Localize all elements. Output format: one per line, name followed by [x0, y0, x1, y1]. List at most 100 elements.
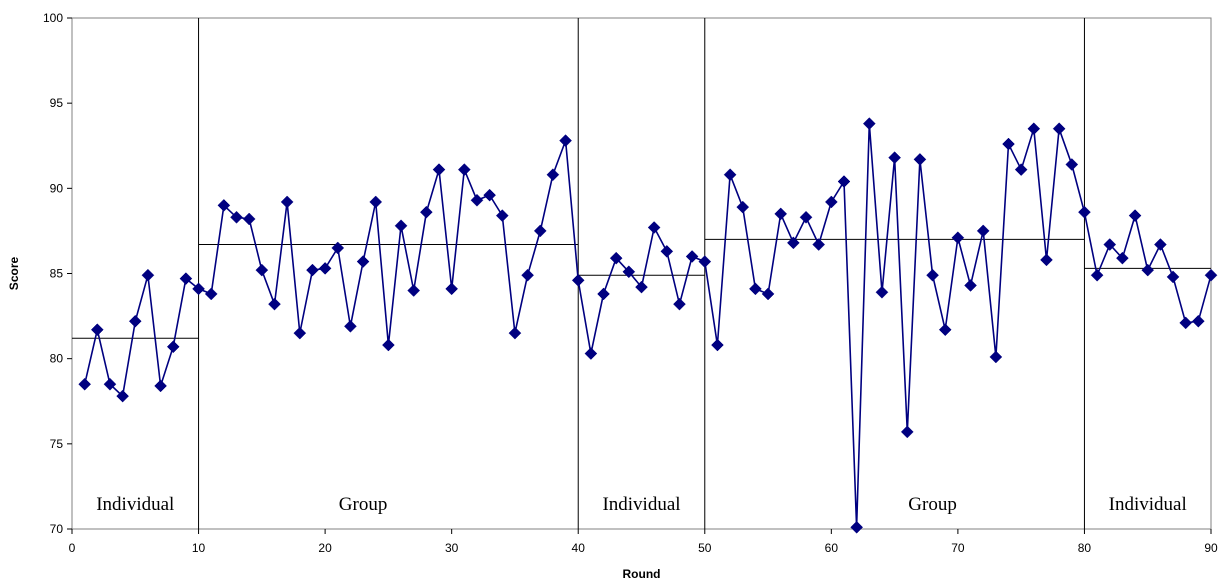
data-point-89	[1191, 314, 1205, 328]
data-point-13	[230, 210, 243, 224]
data-point-22	[344, 319, 357, 333]
x-tick-label-10: 10	[192, 541, 206, 555]
data-point-18	[293, 326, 307, 340]
x-tick-label-50: 50	[698, 541, 712, 555]
data-point-62	[850, 520, 863, 534]
score-line	[83, 123, 1212, 528]
data-point-7	[154, 379, 167, 393]
data-point-44	[622, 265, 636, 279]
data-point-81	[1090, 268, 1104, 282]
data-point-61	[837, 175, 851, 188]
data-point-56	[774, 207, 788, 221]
phase-label-2: Group	[339, 494, 388, 515]
x-tick-label-60: 60	[825, 541, 839, 555]
data-point-16	[268, 297, 281, 311]
y-tick-label-75: 75	[50, 437, 64, 451]
data-point-87	[1166, 270, 1180, 284]
data-point-20	[318, 262, 332, 275]
data-point-57	[787, 236, 800, 250]
x-tick-label-30: 30	[445, 541, 459, 555]
data-point-28	[420, 205, 433, 219]
data-point-34	[495, 209, 509, 222]
x-tick-label-40: 40	[572, 541, 586, 555]
y-tick-label-100: 100	[43, 11, 63, 25]
data-point-86	[1154, 238, 1167, 251]
data-point-31	[457, 163, 471, 176]
data-point-14	[242, 212, 256, 226]
data-point-59	[812, 238, 826, 251]
data-point-72	[976, 224, 990, 238]
data-point-33	[483, 188, 496, 202]
data-point-68	[926, 268, 939, 282]
data-point-30	[445, 282, 459, 296]
data-point-80	[1078, 205, 1091, 219]
data-point-69	[938, 323, 952, 337]
phase-label-1: Individual	[96, 494, 174, 515]
data-point-42	[597, 287, 610, 301]
y-tick-label-70: 70	[50, 522, 64, 536]
data-point-15	[255, 263, 269, 277]
data-point-8	[166, 340, 180, 354]
data-point-12	[217, 199, 231, 212]
x-tick-label-70: 70	[951, 541, 965, 555]
data-point-60	[824, 195, 838, 209]
data-point-17	[280, 195, 294, 209]
data-point-77	[1040, 253, 1053, 267]
phase-label-4: Group	[908, 494, 957, 515]
y-axis-title: Score	[7, 257, 21, 291]
data-point-52	[723, 168, 737, 182]
data-point-27	[407, 284, 421, 297]
data-point-48	[673, 297, 686, 311]
phase-label-5: Individual	[1109, 494, 1187, 515]
data-point-47	[660, 245, 674, 258]
data-point-50	[698, 255, 712, 268]
data-point-67	[913, 153, 927, 166]
data-point-3	[103, 377, 117, 391]
data-point-74	[1002, 137, 1015, 151]
x-tick-label-90: 90	[1204, 541, 1218, 555]
data-point-43	[609, 251, 623, 265]
data-point-41	[584, 347, 598, 360]
data-point-32	[470, 193, 484, 207]
data-point-2	[90, 323, 104, 337]
data-point-10	[192, 282, 205, 296]
data-point-49	[685, 250, 699, 263]
x-tick-label-80: 80	[1078, 541, 1092, 555]
phase-label-3: Individual	[602, 494, 680, 515]
data-point-5	[128, 314, 142, 328]
data-point-85	[1141, 263, 1155, 277]
data-point-24	[369, 195, 383, 209]
data-point-19	[306, 263, 319, 277]
data-point-6	[141, 268, 155, 282]
data-point-39	[559, 134, 572, 147]
data-point-23	[356, 255, 370, 268]
data-point-71	[964, 279, 977, 292]
data-point-25	[382, 338, 395, 352]
data-point-55	[761, 287, 775, 301]
data-point-26	[394, 219, 408, 233]
data-point-88	[1179, 316, 1193, 330]
data-point-38	[546, 168, 560, 182]
data-point-4	[116, 389, 129, 403]
data-point-11	[204, 287, 218, 301]
data-point-9	[179, 272, 193, 285]
data-point-65	[888, 151, 901, 165]
data-point-73	[989, 350, 1003, 364]
plot-area: 70 75 80 85 90 95 100 0 10 20 30 40 50 60 70 80 90 Indivi…	[43, 11, 1218, 555]
data-point-40	[571, 273, 585, 287]
data-point-75	[1014, 163, 1028, 176]
data-point-78	[1052, 122, 1066, 136]
data-point-70	[951, 231, 965, 245]
data-point-58	[799, 210, 813, 224]
data-point-1	[78, 377, 92, 391]
y-tick-label-85: 85	[50, 267, 64, 281]
data-point-90	[1204, 268, 1218, 282]
data-point-51	[711, 338, 724, 352]
y-tick-label-95: 95	[50, 96, 64, 110]
data-point-35	[508, 326, 522, 340]
data-point-37	[533, 224, 547, 238]
data-point-76	[1027, 122, 1041, 136]
data-point-79	[1065, 158, 1079, 171]
y-tick-label-80: 80	[50, 352, 64, 366]
data-point-21	[331, 241, 345, 255]
